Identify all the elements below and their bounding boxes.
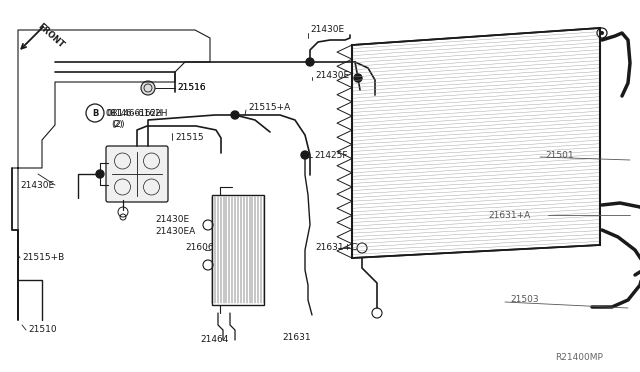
Text: (2): (2): [111, 121, 123, 129]
Text: R21400MP: R21400MP: [555, 353, 603, 362]
Text: 21516: 21516: [177, 83, 205, 93]
Text: 21516: 21516: [177, 83, 205, 93]
Text: 21464: 21464: [200, 336, 228, 344]
Text: 21631+C: 21631+C: [315, 244, 357, 253]
Text: 21510: 21510: [28, 326, 56, 334]
Text: 21631: 21631: [282, 334, 310, 343]
Text: (2): (2): [112, 121, 125, 129]
Text: FRONT: FRONT: [36, 22, 66, 50]
Circle shape: [301, 151, 309, 159]
Text: 21425F: 21425F: [314, 151, 348, 160]
Circle shape: [141, 81, 155, 95]
Text: 21430E: 21430E: [20, 180, 54, 189]
Text: 21606: 21606: [185, 244, 214, 253]
Text: 21430E: 21430E: [310, 26, 344, 35]
Circle shape: [306, 58, 314, 66]
Circle shape: [96, 170, 104, 178]
Bar: [212, 195, 264, 305]
Circle shape: [600, 31, 604, 35]
Text: 21430E: 21430E: [155, 215, 189, 224]
Text: 08146-6162H: 08146-6162H: [106, 109, 163, 118]
Circle shape: [231, 111, 239, 119]
Text: 08146-6162H: 08146-6162H: [106, 109, 168, 118]
Text: 21503: 21503: [510, 295, 539, 305]
Text: 21515+B: 21515+B: [22, 253, 64, 263]
Text: 21631+A: 21631+A: [488, 211, 531, 219]
Text: 21430E: 21430E: [315, 71, 349, 80]
Text: 21501: 21501: [545, 151, 573, 160]
Text: 21515+A: 21515+A: [248, 103, 291, 112]
Text: 21430EA: 21430EA: [155, 228, 195, 237]
Text: B: B: [92, 109, 98, 118]
FancyBboxPatch shape: [106, 146, 168, 202]
Circle shape: [354, 74, 362, 82]
Text: 21515: 21515: [175, 134, 204, 142]
